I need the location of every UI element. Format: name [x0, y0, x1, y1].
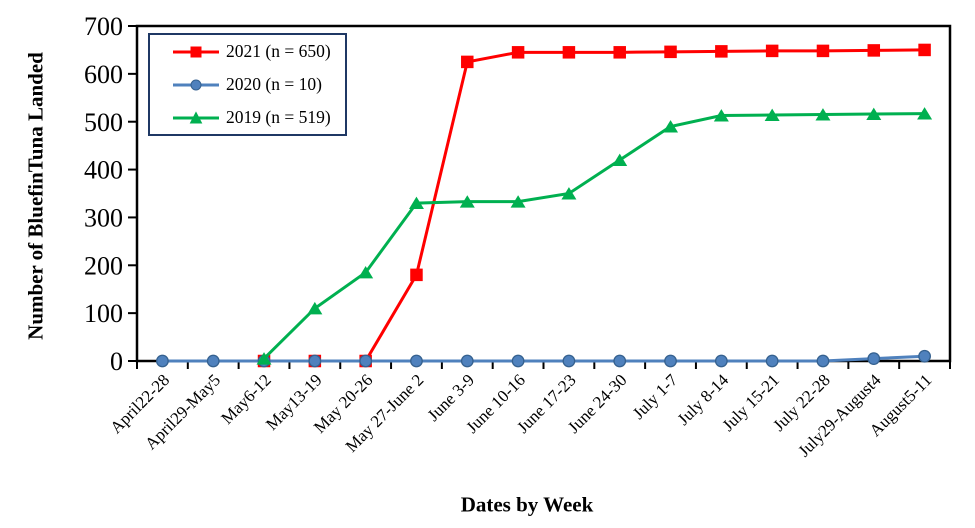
point-2021-square	[562, 46, 576, 59]
legend-label: 2021 (n = 650)	[226, 41, 331, 61]
point-2021-square	[511, 46, 525, 59]
point-2019-triangle	[612, 153, 628, 166]
y-tick-label: 0	[110, 347, 123, 376]
legend-label: 2019 (n = 519)	[226, 107, 331, 127]
series-line-2021	[264, 48, 925, 363]
series-line-2020	[162, 354, 925, 363]
point-2020-circle	[460, 354, 474, 368]
point-2020-circle	[308, 354, 322, 368]
series-line-2019	[262, 112, 925, 360]
point-2021-square	[867, 44, 881, 57]
point-2020-circle	[359, 354, 373, 368]
point-2021-square	[613, 46, 626, 59]
point-2019-triangle	[866, 107, 882, 121]
point-2020-circle	[206, 354, 220, 368]
point-2020-circle	[511, 354, 525, 368]
point-2019-triangle	[358, 266, 374, 279]
point-2019-triangle	[307, 301, 323, 315]
point-2021-square	[918, 43, 931, 57]
point-2019-triangle	[256, 352, 272, 365]
y-tick-label: 400	[84, 156, 123, 185]
legend-item-2019: 2019 (n = 519)	[173, 107, 345, 128]
point-2019-triangle	[459, 195, 475, 208]
point-2021-square	[461, 55, 474, 69]
point-2019-triangle	[408, 196, 424, 210]
point-2019-triangle	[561, 187, 577, 200]
point-2019-triangle	[764, 108, 780, 121]
point-2020-circle	[867, 352, 881, 366]
y-tick-label: 100	[84, 299, 123, 328]
y-tick-label: 600	[84, 60, 123, 89]
y-tick-label: 200	[84, 251, 123, 280]
point-2019-triangle	[917, 107, 933, 120]
point-2019-triangle	[510, 195, 526, 208]
chart-legend: 2021 (n = 650) 2020 (n = 10) 2019 (n = 519…	[148, 33, 347, 136]
point-2020-circle	[410, 354, 423, 368]
y-tick-label: 300	[84, 204, 123, 233]
point-2019-triangle	[815, 108, 831, 121]
legend-circle-marker-icon	[173, 79, 219, 90]
legend-square-marker-icon	[173, 46, 219, 57]
legend-label: 2020 (n = 10)	[226, 74, 322, 94]
point-2020-circle	[156, 354, 169, 368]
point-2021-square	[715, 45, 728, 58]
point-2020-circle	[714, 354, 728, 368]
point-2021-square	[410, 268, 423, 282]
point-2019-triangle	[713, 109, 729, 122]
point-2021-square	[664, 45, 677, 59]
point-2020-circle	[562, 354, 576, 368]
point-2019-triangle	[663, 120, 679, 133]
point-2020-circle	[816, 354, 830, 368]
y-tick-label: 700	[84, 12, 123, 41]
point-2020-circle	[918, 349, 931, 363]
point-2020-circle	[765, 354, 779, 368]
legend-triangle-marker-icon	[173, 110, 219, 123]
point-2020-circle	[613, 354, 627, 368]
point-2021-square	[765, 44, 779, 58]
point-2020-circle	[664, 354, 677, 368]
x-axis-title: Dates by Week	[460, 492, 594, 517]
y-tick-label: 500	[84, 108, 123, 137]
point-2021-square	[816, 44, 830, 58]
y-axis-title: Number of BluefinTuna Landed	[23, 52, 48, 340]
legend-item-2021: 2021 (n = 650)	[173, 41, 345, 62]
legend-item-2020: 2020 (n = 10)	[173, 74, 345, 95]
